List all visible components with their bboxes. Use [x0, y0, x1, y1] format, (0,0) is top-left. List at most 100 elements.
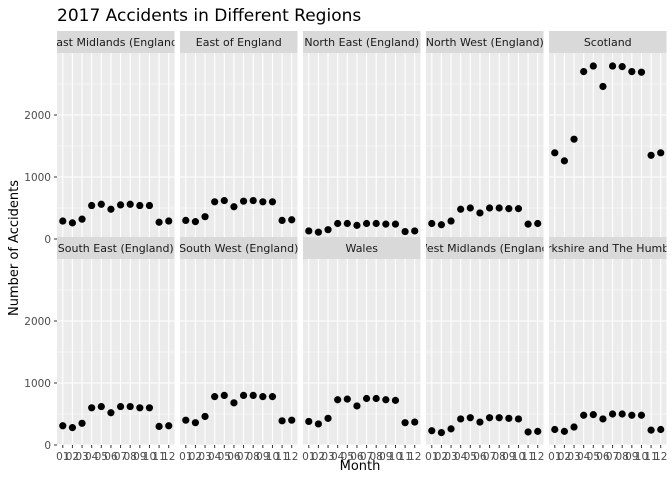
data-point [428, 219, 436, 228]
data-point [495, 414, 503, 422]
facet-strip [180, 31, 298, 53]
x-tick-label: 09 [625, 451, 638, 463]
data-point [116, 201, 125, 209]
data-point [288, 216, 296, 224]
data-point [466, 414, 474, 422]
data-point [116, 402, 125, 411]
data-point [107, 409, 115, 417]
data-point [230, 399, 238, 407]
x-tick-label: 07 [360, 451, 373, 463]
data-point [220, 196, 228, 205]
data-point [589, 62, 597, 70]
data-point [268, 393, 277, 401]
x-tick-label: 08 [616, 451, 629, 463]
data-point [220, 391, 228, 399]
data-point [68, 219, 77, 227]
data-point [59, 217, 67, 225]
facet-label: Yorkshire and The Humber [534, 242, 672, 255]
data-point [334, 396, 342, 404]
data-point [136, 404, 144, 412]
x-tick-label: 11 [275, 451, 288, 463]
data-point [589, 411, 597, 419]
data-point [608, 410, 617, 418]
data-point [457, 415, 465, 423]
x-tick-label: 09 [379, 451, 392, 463]
data-point [353, 221, 361, 229]
facet-strip [57, 237, 175, 259]
data-point [411, 227, 419, 235]
data-point [599, 415, 607, 423]
data-point [97, 200, 105, 208]
data-point [353, 402, 361, 410]
data-point [485, 204, 494, 212]
data-point [230, 203, 238, 211]
data-point [334, 219, 342, 228]
data-point [628, 68, 636, 76]
facet-panel: West Midlands (England) [426, 237, 544, 446]
data-point [314, 420, 323, 428]
data-point [580, 411, 588, 419]
x-tick-label: 09 [502, 451, 515, 463]
x-tick-label: 10 [512, 451, 525, 463]
data-point [126, 402, 134, 411]
data-point [551, 149, 559, 157]
x-tick-label: 11 [644, 451, 657, 463]
data-point [618, 410, 626, 418]
data-point [599, 82, 607, 91]
data-point [107, 205, 115, 213]
facet-panels: East Midlands (England) East of England No… [57, 31, 672, 446]
x-tick-label: 05 [341, 451, 354, 463]
data-point [647, 426, 655, 434]
chart-title: 2017 Accidents in Different Regions [57, 6, 361, 26]
x-tick-label: 12 [285, 451, 298, 463]
data-point [524, 220, 532, 228]
data-point [391, 396, 400, 404]
data-point [514, 205, 523, 213]
facet-strip [549, 31, 667, 53]
facet-label: North West (England) [426, 36, 544, 49]
x-tick-label: 11 [152, 451, 165, 463]
facet-strip [426, 237, 544, 259]
x-tick-label: 03 [444, 451, 457, 463]
data-point [191, 419, 200, 427]
data-point [305, 417, 313, 426]
data-point [343, 395, 351, 403]
data-point [88, 201, 96, 210]
data-point [88, 404, 96, 412]
facet-label: Scotland [584, 36, 632, 49]
data-point [608, 62, 617, 70]
x-tick-label: 10 [635, 451, 648, 463]
facet-panel: South West (England) [180, 237, 298, 446]
data-point [239, 391, 248, 399]
y-tick-label: 2000 [24, 110, 51, 122]
x-tick-label: 08 [370, 451, 383, 463]
data-point [343, 219, 351, 228]
data-point [324, 414, 332, 422]
data-point [391, 220, 400, 228]
data-point [534, 219, 542, 228]
data-point [657, 425, 665, 434]
facet-strip [180, 237, 298, 259]
x-tick-label: 09 [133, 451, 146, 463]
x-tick-label: 06 [596, 451, 610, 463]
x-tick-label: 01 [548, 451, 561, 463]
x-tick-label: 12 [531, 451, 544, 463]
data-point [618, 63, 626, 71]
x-tick-label: 07 [483, 451, 496, 463]
y-tick-label: 0 [44, 440, 51, 452]
x-tick-label: 02 [66, 451, 79, 463]
data-point [249, 391, 257, 399]
data-point [201, 213, 209, 221]
facet-panel: East of England [180, 31, 298, 240]
data-point [570, 423, 578, 431]
x-tick-label: 05 [587, 451, 600, 463]
x-tick-label: 01 [425, 451, 438, 463]
data-point [59, 422, 67, 430]
x-tick-label: 06 [227, 451, 241, 463]
data-point [324, 226, 332, 234]
data-point [145, 404, 154, 412]
x-tick-label: 12 [654, 451, 667, 463]
data-point [372, 394, 380, 403]
data-point [239, 197, 248, 205]
